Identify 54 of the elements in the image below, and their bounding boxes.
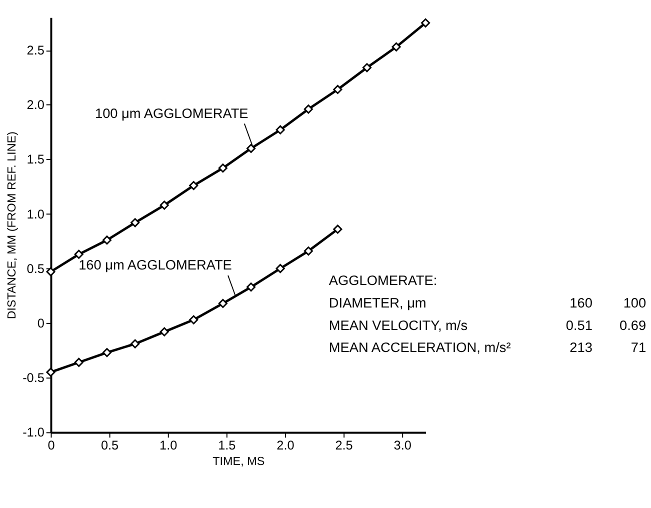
point xyxy=(46,267,56,276)
point xyxy=(130,218,140,228)
point xyxy=(304,104,313,114)
point xyxy=(246,144,256,153)
point xyxy=(362,63,372,72)
y-tick-label: 1.5 xyxy=(26,152,44,167)
x-tick-label: 1.0 xyxy=(160,438,178,452)
x-axis-title: TIME, MS xyxy=(212,454,265,468)
text: 0.51 xyxy=(566,318,592,333)
annotation: MEAN VELOCITY, m/s xyxy=(328,318,468,333)
point xyxy=(102,236,112,245)
point xyxy=(218,164,228,173)
x-tick-label: 0 xyxy=(48,438,55,452)
point xyxy=(160,200,169,210)
annotation: MEAN ACCELERATION, m/s² xyxy=(328,340,512,356)
y-tick-label: 0.5 xyxy=(26,262,44,276)
y-tick-label: 1.0 xyxy=(26,207,44,222)
point xyxy=(218,298,228,308)
y-tick-label: 2.0 xyxy=(26,98,44,112)
text: 213 xyxy=(570,340,592,356)
point xyxy=(160,327,169,336)
point xyxy=(276,264,285,274)
y-axis-title: DISTANCE, MM (FROM REF. LINE) xyxy=(6,131,19,320)
point xyxy=(392,42,401,52)
text: 160 xyxy=(570,295,593,310)
point xyxy=(130,339,140,348)
x-tick-label: 2.0 xyxy=(276,438,294,452)
point xyxy=(276,125,285,134)
annotation: 160 μm AGGLOMERATE xyxy=(78,258,232,273)
annotation: 100 μm AGGLOMERATE xyxy=(94,106,248,121)
text: 71 xyxy=(630,340,646,356)
point xyxy=(102,348,112,358)
annotation: AGGLOMERATE: xyxy=(328,272,438,288)
point xyxy=(74,358,84,367)
x-tick-label: 2.5 xyxy=(335,438,353,452)
y-tick-label: 0 xyxy=(37,316,44,330)
point xyxy=(421,18,430,28)
y-tick-label: -0.5 xyxy=(22,371,44,386)
point xyxy=(74,250,84,259)
x-tick-label: 1.5 xyxy=(218,438,236,452)
x-tick-label: 3.0 xyxy=(394,438,412,452)
point xyxy=(333,224,342,234)
y-tick-label: 2.5 xyxy=(26,44,44,58)
text: 100 xyxy=(623,295,647,310)
y-tick-label: -1.0 xyxy=(22,426,44,440)
point xyxy=(304,246,313,256)
point xyxy=(246,282,256,292)
point xyxy=(189,315,198,324)
text: 0.69 xyxy=(620,318,646,333)
annotation: DIAMETER, μm xyxy=(328,295,426,310)
x-tick-label: 0.5 xyxy=(100,438,119,452)
point xyxy=(46,368,56,377)
point xyxy=(333,84,342,94)
point xyxy=(189,181,198,190)
